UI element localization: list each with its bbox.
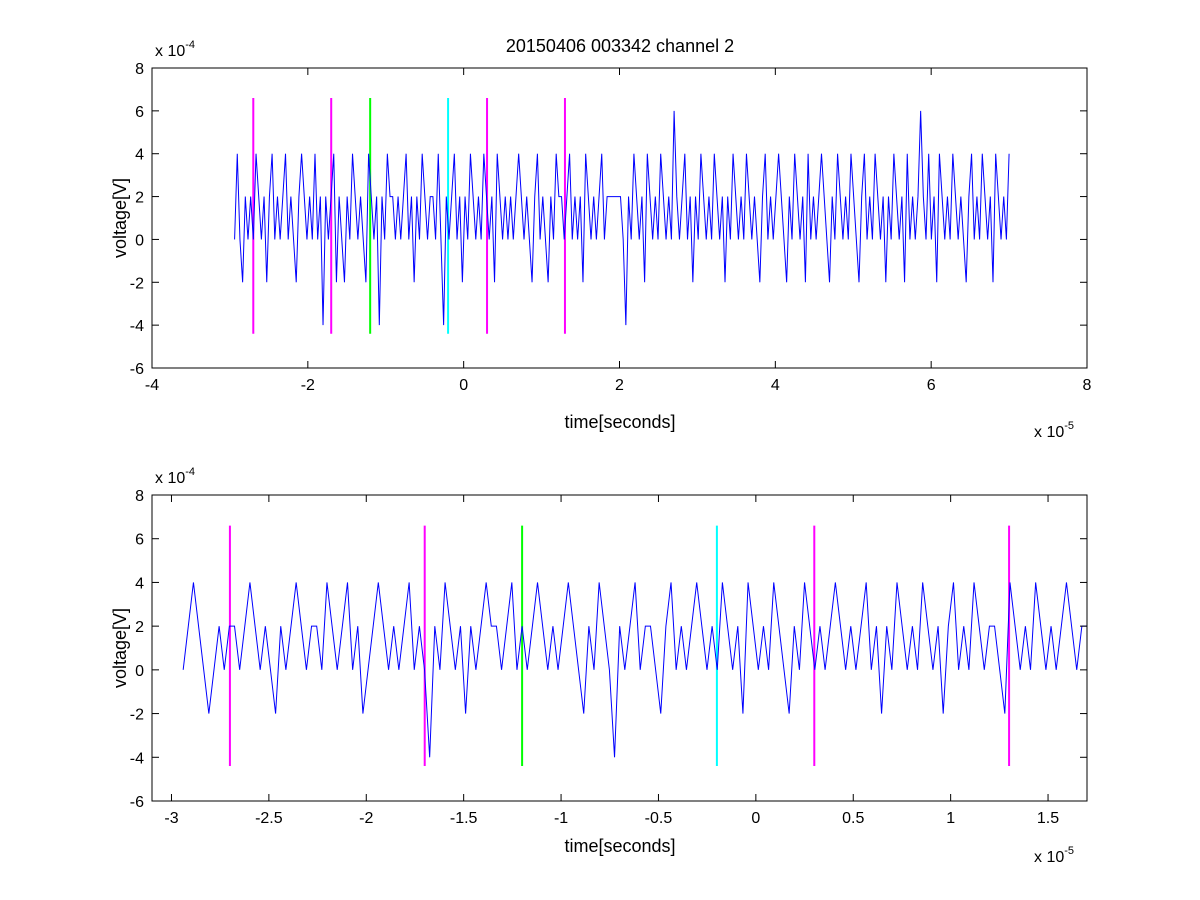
bottom-x-tick-label: 1 <box>946 810 955 827</box>
bottom-y-tick-label: -2 <box>130 707 144 724</box>
top-x-axis-label: time[seconds] <box>564 412 675 432</box>
top-x-tick-label: 0 <box>459 377 468 394</box>
top-x-tick-label: 8 <box>1083 377 1092 394</box>
bottom-x-axis-label: time[seconds] <box>564 836 675 856</box>
bottom-x-tick-label: 0.5 <box>842 810 864 827</box>
bottom-x-tick-label: -1 <box>554 810 568 827</box>
bottom-x-tick-label: -2 <box>359 810 373 827</box>
top-y-exponent-base: x 10 <box>155 43 185 60</box>
top-x-tick-label: 4 <box>771 377 780 394</box>
top-y-ticks: -6 -4 -2 0 2 4 6 8 <box>130 61 1087 378</box>
top-x-tick-label: 2 <box>615 377 624 394</box>
bottom-subplot: -3 -2.5 -2 -1.5 -1 -0.5 0 0.5 1 1.5 -6 -4 -2 0 2 4 6 8 t… <box>110 466 1088 866</box>
bottom-x-tick-label: -1.5 <box>450 810 478 827</box>
bottom-y-tick-label: -4 <box>130 750 144 767</box>
top-x-tick-label: -2 <box>301 377 315 394</box>
bottom-y-tick-label: -6 <box>130 794 144 811</box>
top-y-tick-label: -6 <box>130 361 144 378</box>
top-y-exponent-power: -4 <box>185 39 195 51</box>
bottom-y-ticks: -6 -4 -2 0 2 4 6 8 <box>130 488 1087 811</box>
top-x-exponent-power: -5 <box>1064 420 1074 432</box>
bottom-x-tick-label: -0.5 <box>645 810 673 827</box>
top-subplot: 20150406 003342 channel 2 -4 -2 0 2 4 6 8 -6-4… <box>110 36 1092 441</box>
bottom-x-exponent-base: x 10 <box>1034 849 1064 866</box>
top-y-tick-label: -4 <box>130 318 144 335</box>
bottom-y-tick-label: 0 <box>135 663 144 680</box>
bottom-axes-frame <box>151 494 1088 802</box>
bottom-x-exponent: x 10-5 <box>1034 845 1074 866</box>
top-x-ticks: -4 -2 0 2 4 6 8 <box>145 68 1092 394</box>
top-x-tick-label: -4 <box>145 377 159 394</box>
bottom-marker-lines <box>228 525 1011 767</box>
bottom-y-exponent-power: -4 <box>185 466 195 478</box>
top-y-tick-label: 4 <box>135 147 144 164</box>
top-x-tick-label: 6 <box>927 377 936 394</box>
top-signal-line <box>234 110 1010 326</box>
top-x-exponent-base: x 10 <box>1034 424 1064 441</box>
bottom-y-tick-label: 4 <box>135 575 144 592</box>
bottom-x-tick-label: 1.5 <box>1037 810 1059 827</box>
top-y-tick-label: 0 <box>135 232 144 249</box>
bottom-x-ticks: -3 -2.5 -2 -1.5 -1 -0.5 0 0.5 1 1.5 <box>164 495 1059 827</box>
bottom-y-exponent: x 10-4 <box>155 466 195 487</box>
top-y-axis-label: voltage[V] <box>110 178 130 258</box>
bottom-x-exponent-power: -5 <box>1064 845 1074 857</box>
top-y-tick-label: 6 <box>135 104 144 121</box>
top-y-tick-label: 2 <box>135 190 144 207</box>
bottom-signal-line <box>182 582 1087 758</box>
bottom-y-axis-label: voltage[V] <box>110 608 130 688</box>
bottom-x-tick-label: 0 <box>751 810 760 827</box>
bottom-signal-group <box>182 582 1087 758</box>
bottom-x-tick-label: -3 <box>164 810 178 827</box>
bottom-y-tick-label: 6 <box>135 532 144 549</box>
top-y-tick-label: 8 <box>135 61 144 78</box>
top-y-exponent: x 10-4 <box>155 39 195 60</box>
bottom-y-tick-label: 8 <box>135 488 144 505</box>
top-title: 20150406 003342 channel 2 <box>506 36 734 56</box>
bottom-y-tick-label: 2 <box>135 619 144 636</box>
bottom-x-tick-label: -2.5 <box>255 810 283 827</box>
top-x-exponent: x 10-5 <box>1034 420 1074 441</box>
top-signal-group <box>234 110 1010 326</box>
top-y-tick-label: -2 <box>130 275 144 292</box>
bottom-y-exponent-base: x 10 <box>155 470 185 487</box>
top-marker-lines <box>252 98 566 334</box>
